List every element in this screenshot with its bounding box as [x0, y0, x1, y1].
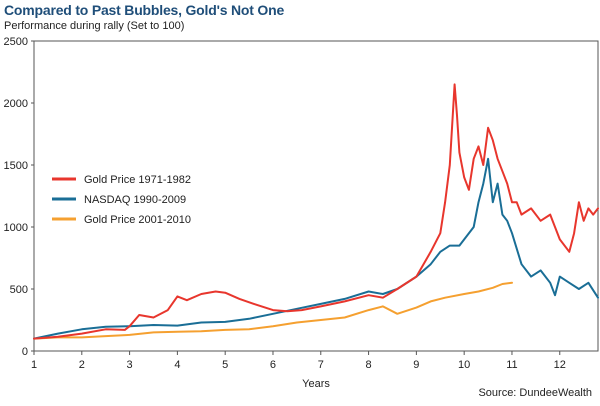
y-tick-label: 2000: [4, 98, 28, 110]
source-note: Source: DundeeWealth: [478, 387, 592, 399]
x-tick-label: 2: [79, 359, 85, 371]
y-tick-label: 2500: [4, 36, 28, 48]
series-line-2: [33, 281, 513, 340]
y-tick-label: 1500: [4, 160, 28, 172]
legend-label: Gold Price 1971-1982: [84, 174, 191, 186]
x-tick-label: 8: [366, 359, 372, 371]
series-line-1: [33, 157, 599, 340]
series-line-0: [33, 83, 599, 340]
x-axis-title: Years: [302, 378, 330, 390]
legend-label: NASDAQ 1990-2009: [84, 194, 186, 206]
y-tick-label: 1000: [4, 222, 28, 234]
legend-label: Gold Price 2001-2010: [84, 214, 191, 226]
x-tick-label: 7: [318, 359, 324, 371]
x-tick-label: 3: [127, 359, 133, 371]
plot-frame: [33, 40, 599, 352]
x-tick-label: 11: [506, 359, 517, 371]
chart-title: Compared to Past Bubbles, Gold's Not One: [4, 2, 285, 18]
x-tick-label: 6: [270, 359, 276, 371]
x-tick-label: 9: [413, 359, 419, 371]
y-tick-label: 500: [10, 284, 28, 296]
x-tick-label: 5: [222, 359, 228, 371]
x-tick-label: 1: [31, 359, 37, 371]
y-tick-label: 0: [22, 346, 28, 358]
legend: Gold Price 1971-1982 NASDAQ 1990-2009 Gold…: [52, 174, 191, 226]
x-tick-label: 12: [554, 359, 566, 371]
chart-subtitle: Performance during rally (Set to 100): [4, 20, 185, 32]
series-layer: [33, 83, 599, 340]
x-tick-label: 4: [174, 359, 180, 371]
x-tick-label: 10: [458, 359, 470, 371]
